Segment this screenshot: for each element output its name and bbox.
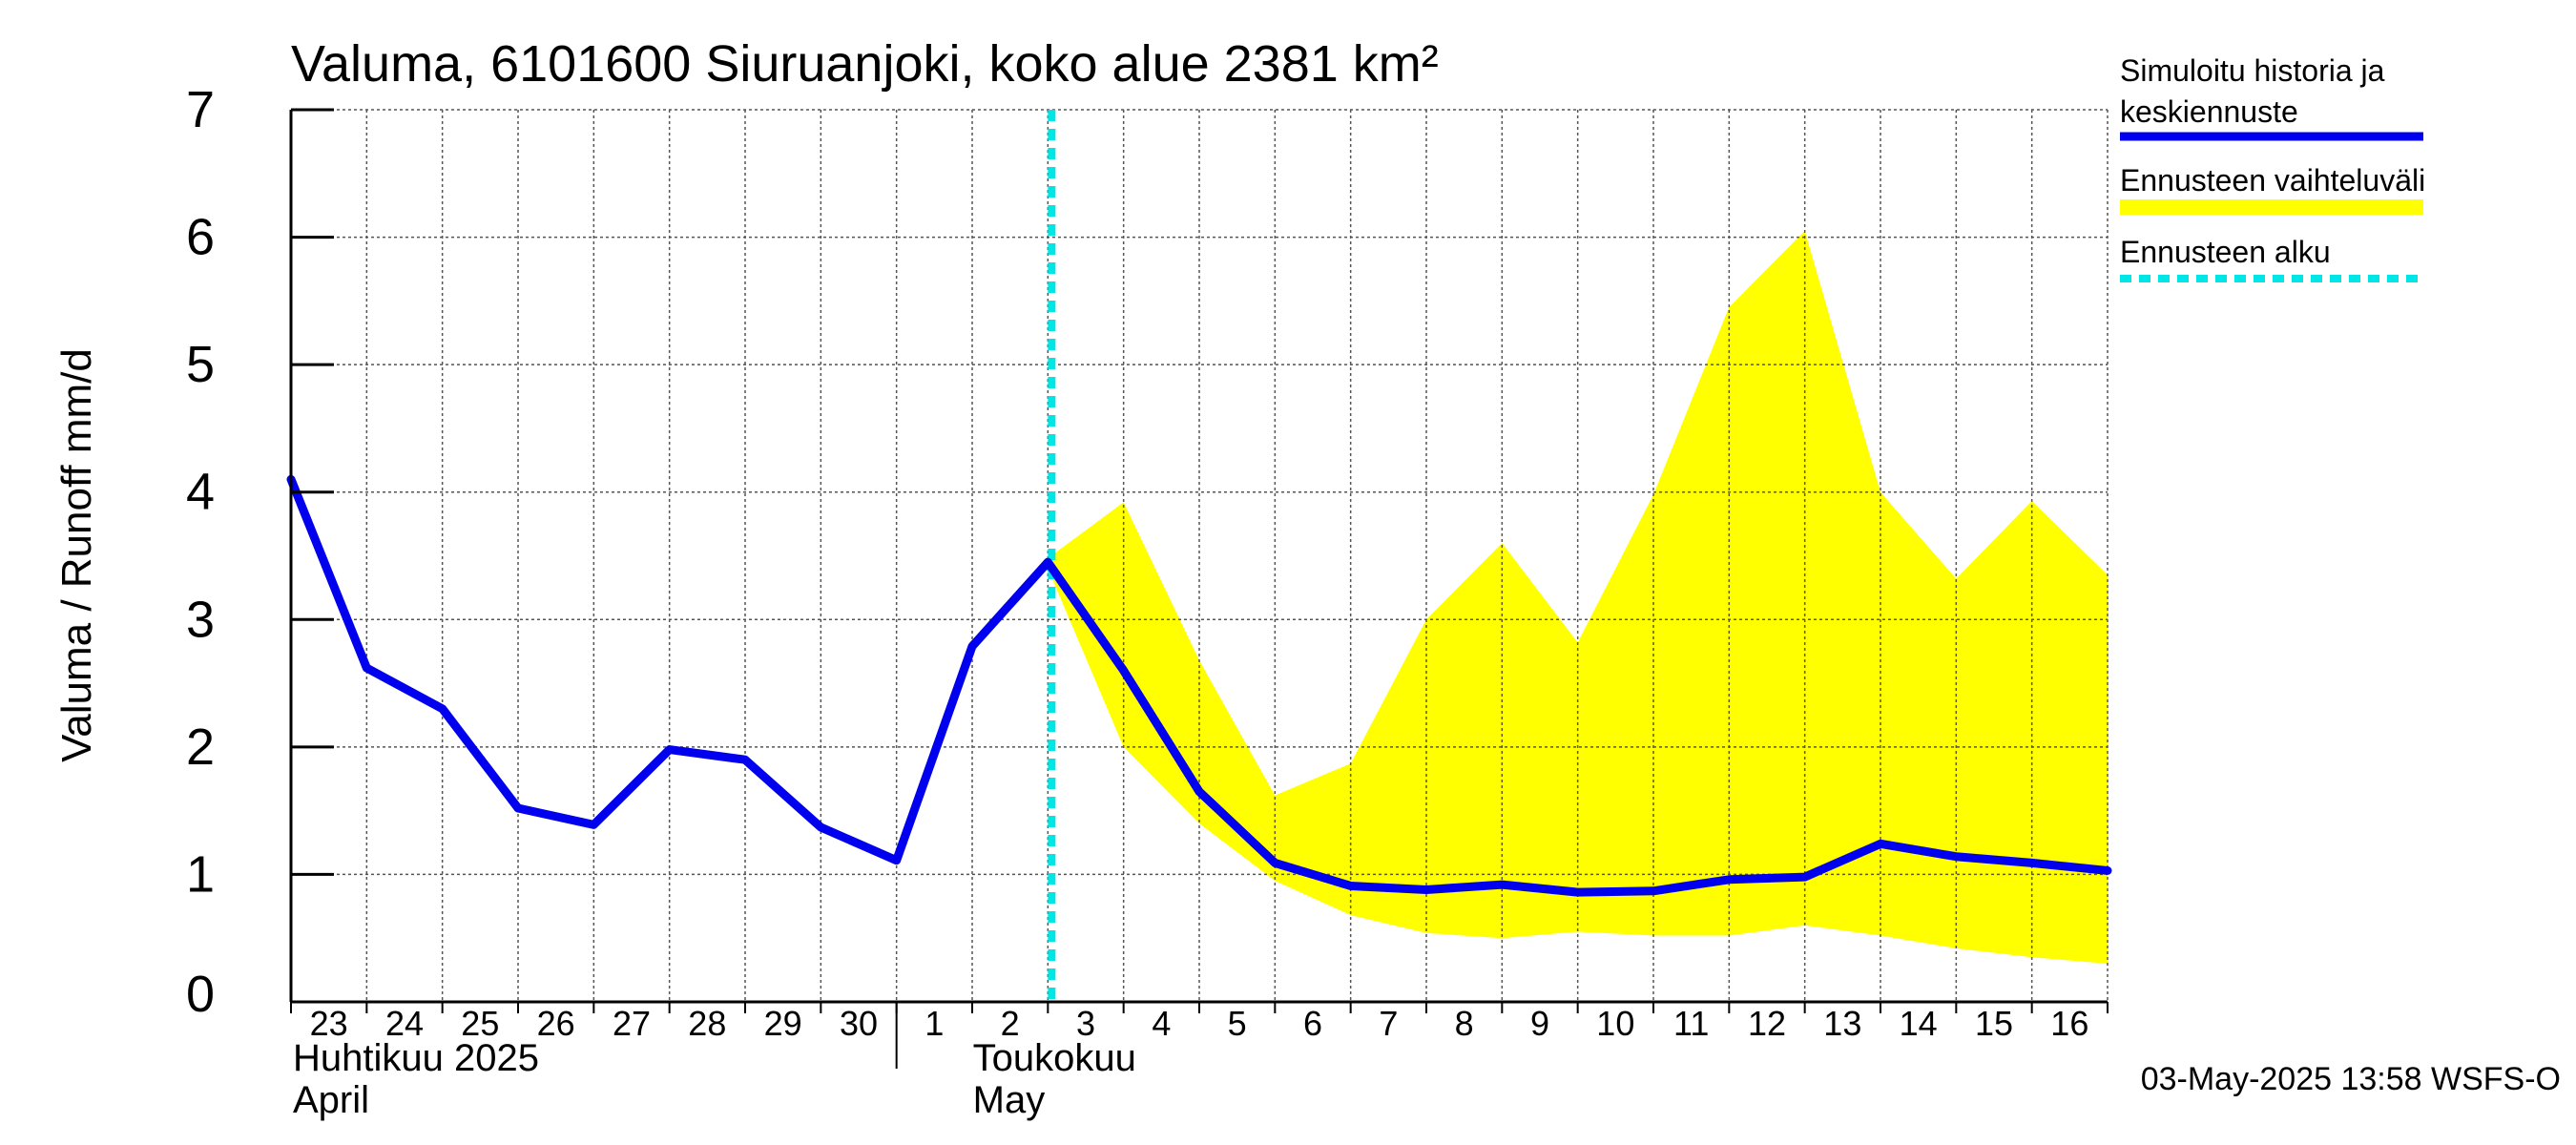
series-line-simulated-median [286, 474, 2112, 897]
x-tick-label: 23 [310, 1004, 348, 1043]
month-label-en: April [293, 1079, 369, 1121]
x-tick-label: 9 [1530, 1004, 1549, 1043]
legend: Simuloitu historia ja keskiennuste Ennuste… [2120, 53, 2425, 282]
x-tick-label: 28 [688, 1004, 726, 1043]
y-tick-label: 2 [186, 718, 215, 776]
x-tick-label: 7 [1379, 1004, 1398, 1043]
forecast-range-band-layer [1048, 230, 2108, 964]
y-axis-label: Valuma / Runoff mm/d [53, 348, 100, 762]
x-tick-label: 8 [1455, 1004, 1474, 1043]
x-tick-label: 27 [613, 1004, 651, 1043]
x-tick-label: 11 [1673, 1004, 1709, 1043]
x-tick-label: 3 [1076, 1004, 1095, 1043]
y-tick-label: 7 [186, 81, 215, 138]
legend-label: Ennusteen alku [2120, 235, 2331, 269]
x-tick-label: 14 [1900, 1004, 1938, 1043]
y-tick-label: 1 [186, 845, 215, 903]
x-tick-label: 5 [1228, 1004, 1247, 1043]
x-tick-label: 24 [385, 1004, 424, 1043]
legend-label: Simuloitu historia ja [2120, 53, 2385, 88]
x-tick-label: 10 [1596, 1004, 1634, 1043]
y-tick-label: 5 [186, 336, 215, 393]
month-label-en: May [973, 1079, 1046, 1121]
timestamp-footer: 03-May-2025 13:58 WSFS-O [2141, 1061, 2561, 1097]
legend-label: Ennusteen vaihteluväli [2120, 163, 2425, 198]
month-label: Toukokuu [973, 1037, 1136, 1079]
x-tick-label: 25 [461, 1004, 499, 1043]
month-label: Huhtikuu 2025 [293, 1037, 539, 1079]
x-tick-label: 15 [1975, 1004, 2013, 1043]
x-tick-label: 12 [1748, 1004, 1786, 1043]
y-tick-label: 3 [186, 591, 215, 648]
y-tick-label: 6 [186, 209, 215, 266]
x-tick-label: 26 [537, 1004, 575, 1043]
x-tick-label: 16 [2050, 1004, 2088, 1043]
forecast-range-band [1048, 230, 2108, 964]
series-layer [286, 474, 2112, 897]
x-tick-label: 2 [1001, 1004, 1020, 1043]
x-tick-label: 4 [1152, 1004, 1171, 1043]
legend-label-line2: keskiennuste [2120, 94, 2298, 129]
x-tick-label: 1 [924, 1004, 944, 1043]
chart-title: Valuma, 6101600 Siuruanjoki, koko alue 2… [291, 35, 1439, 93]
x-tick-label: 6 [1303, 1004, 1322, 1043]
x-tick-label: 29 [764, 1004, 802, 1043]
y-tick-label: 0 [186, 966, 215, 1023]
x-tick-label: 30 [840, 1004, 878, 1043]
x-tick-label: 13 [1823, 1004, 1861, 1043]
y-tick-label: 4 [186, 464, 215, 521]
